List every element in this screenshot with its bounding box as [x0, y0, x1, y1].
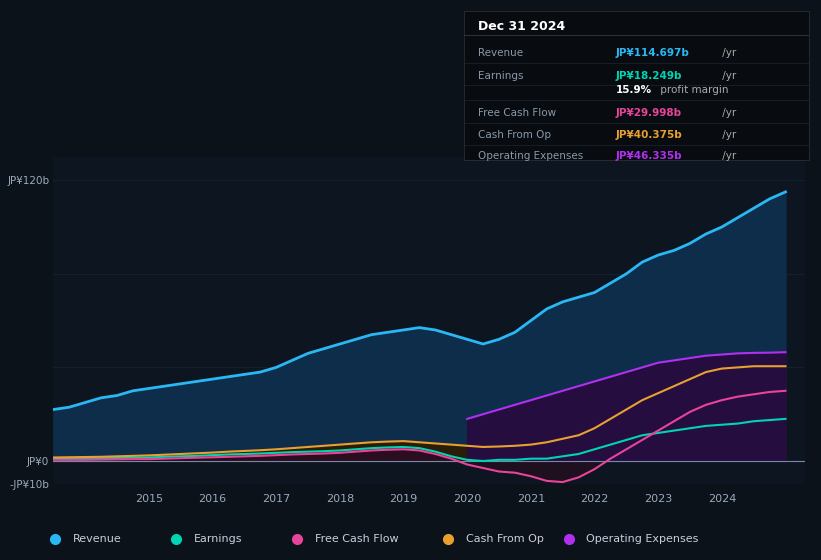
Text: Cash From Op: Cash From Op — [478, 130, 551, 140]
Text: 15.9%: 15.9% — [616, 86, 652, 95]
Text: /yr: /yr — [719, 108, 736, 118]
Text: JP¥18.249b: JP¥18.249b — [616, 71, 682, 81]
Text: Operating Expenses: Operating Expenses — [478, 151, 583, 161]
Text: Free Cash Flow: Free Cash Flow — [314, 534, 398, 544]
Text: JP¥114.697b: JP¥114.697b — [616, 48, 690, 58]
Text: JP¥40.375b: JP¥40.375b — [616, 130, 682, 140]
Text: Revenue: Revenue — [478, 48, 523, 58]
Text: Operating Expenses: Operating Expenses — [586, 534, 699, 544]
Text: /yr: /yr — [719, 48, 736, 58]
Text: Revenue: Revenue — [73, 534, 122, 544]
Text: /yr: /yr — [719, 71, 736, 81]
Text: JP¥29.998b: JP¥29.998b — [616, 108, 681, 118]
Text: profit margin: profit margin — [657, 86, 728, 95]
Text: /yr: /yr — [719, 151, 736, 161]
Text: Earnings: Earnings — [194, 534, 242, 544]
Text: Free Cash Flow: Free Cash Flow — [478, 108, 556, 118]
Text: Cash From Op: Cash From Op — [466, 534, 544, 544]
Text: /yr: /yr — [719, 130, 736, 140]
Text: Earnings: Earnings — [478, 71, 523, 81]
Text: Dec 31 2024: Dec 31 2024 — [478, 20, 565, 33]
Text: JP¥46.335b: JP¥46.335b — [616, 151, 682, 161]
